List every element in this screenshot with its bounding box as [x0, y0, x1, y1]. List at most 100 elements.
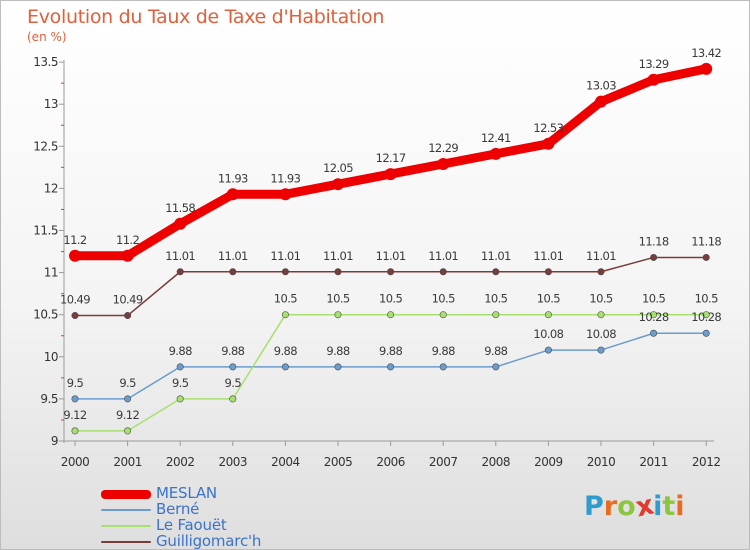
y-tick-label: 11 [44, 266, 58, 280]
data-label: 11.01 [586, 249, 616, 263]
series-point [71, 395, 79, 403]
data-label: 10.5 [642, 292, 665, 306]
y-tick-label: 12 [44, 181, 58, 195]
series-point [332, 178, 344, 191]
legend-swatch [101, 489, 151, 499]
data-label: 11.2 [116, 233, 139, 247]
data-label: 10.5 [432, 292, 455, 306]
data-label: 10.08 [586, 327, 616, 341]
data-label: 11.58 [165, 201, 195, 215]
data-label: 11.01 [270, 249, 300, 263]
legend-label: Guilligomarc'h [156, 532, 262, 550]
data-label: 9.5 [119, 376, 136, 390]
data-label: 9.88 [484, 344, 507, 358]
series-point [281, 363, 289, 371]
series-point [176, 363, 184, 371]
series-point [492, 311, 500, 319]
legend-label: MESLAN [156, 484, 217, 502]
series-point [71, 312, 79, 320]
y-tick-label: 10 [44, 350, 58, 364]
x-tick-label: 2002 [166, 455, 195, 469]
series-point [334, 363, 342, 371]
series-point [439, 268, 447, 276]
series-point [650, 329, 658, 337]
data-label: 10.5 [695, 292, 718, 306]
y-tick-label: 9 [51, 434, 58, 448]
data-label: 11.01 [481, 249, 511, 263]
legend-label: Berné [156, 500, 200, 518]
data-label: 9.12 [116, 408, 139, 422]
x-tick-label: 2008 [482, 455, 511, 469]
x-tick-label: 2000 [61, 455, 90, 469]
data-label: 9.5 [225, 376, 242, 390]
series-point [492, 363, 500, 371]
series-point [597, 346, 605, 354]
series-point [489, 147, 502, 160]
series-point [542, 137, 555, 150]
logo-letter: t [662, 491, 676, 522]
series-point [69, 249, 81, 262]
data-label: 10.5 [326, 292, 349, 306]
logo-letter: o [617, 491, 636, 522]
legend-item: Guilligomarc'h [101, 532, 301, 550]
data-label: 9.88 [326, 344, 349, 358]
data-label: 11.01 [533, 249, 563, 263]
x-tick-label: 2009 [534, 455, 563, 469]
data-label: 9.5 [172, 376, 189, 390]
series-point [124, 312, 132, 320]
series-point [229, 395, 237, 403]
data-label: 11.01 [218, 249, 248, 263]
data-label: 10.49 [60, 293, 90, 307]
series-point [700, 62, 713, 75]
data-label: 11.18 [691, 234, 721, 248]
proxiti-logo: Proxiti [584, 490, 685, 524]
series-point [226, 188, 239, 201]
data-label: 9.88 [169, 344, 192, 358]
data-label: 9.88 [432, 344, 455, 358]
x-tick-label: 2001 [113, 455, 142, 469]
series-point [334, 311, 342, 319]
series-point [702, 329, 710, 337]
data-label: 11.01 [165, 249, 195, 263]
chart-subtitle: (en %) [27, 30, 67, 44]
data-label: 9.5 [67, 376, 84, 390]
data-label: 11.2 [63, 233, 86, 247]
series-point [492, 268, 500, 276]
x-tick-label: 2012 [692, 455, 721, 469]
data-label: 10.5 [537, 292, 560, 306]
series-point [279, 188, 292, 201]
logo-letter: i [653, 491, 663, 522]
data-label: 9.88 [221, 344, 244, 358]
legend-swatch [101, 525, 151, 527]
x-tick-label: 2011 [639, 455, 668, 469]
data-label: 10.08 [533, 327, 563, 341]
series-point [176, 395, 184, 403]
series-point [650, 311, 658, 319]
series-line-3 [74, 256, 707, 317]
legend-swatch [101, 509, 151, 511]
series-point [387, 363, 395, 371]
series-point [544, 268, 552, 276]
series-point [439, 363, 447, 371]
series-point [439, 311, 447, 319]
series-point [281, 268, 289, 276]
y-tick-label: 13.5 [33, 55, 58, 69]
y-tick-label: 9.5 [40, 392, 58, 406]
x-tick-label: 2005 [324, 455, 353, 469]
series-point [124, 427, 132, 435]
y-tick-label: 12.5 [33, 139, 58, 153]
series-point [176, 268, 184, 276]
logo-letter: r [603, 491, 618, 522]
x-tick-label: 2003 [219, 455, 248, 469]
data-label: 10.28 [639, 310, 669, 324]
data-label: 12.41 [481, 131, 511, 145]
series-point [71, 427, 79, 435]
data-label: 10.5 [379, 292, 402, 306]
x-tick-label: 2006 [376, 455, 405, 469]
series-point [544, 346, 552, 354]
data-label: 11.01 [428, 249, 458, 263]
data-label: 13.29 [639, 57, 669, 71]
data-label: 11.93 [218, 171, 248, 185]
